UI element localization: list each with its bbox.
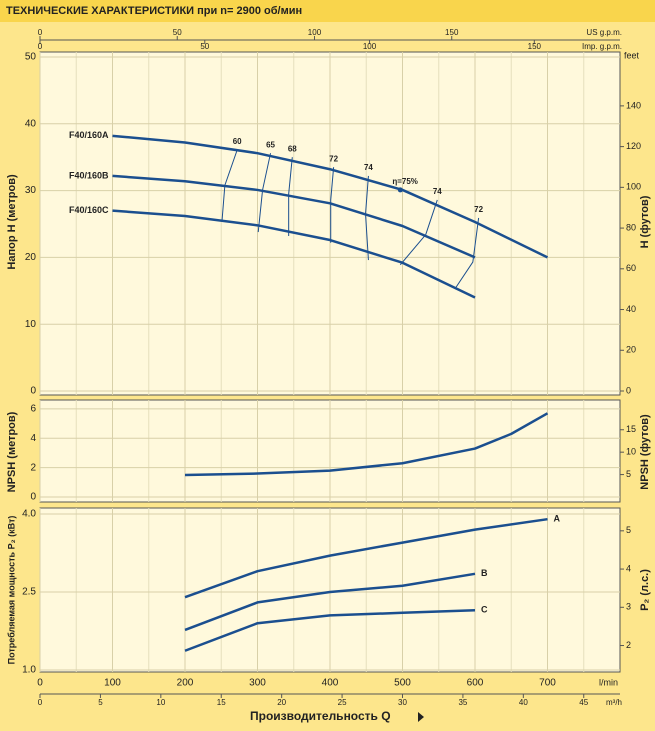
- x2-tick-label: 20: [277, 698, 286, 707]
- line: [184, 412, 549, 477]
- y-tick-label: 10: [25, 319, 37, 330]
- y2-tick-label: 40: [626, 304, 636, 314]
- x-tick-label: 600: [467, 678, 484, 689]
- y-axis-title: Потребляемая мощность P₂ (кВт): [6, 516, 16, 665]
- y-tick-label: 1.0: [22, 665, 36, 676]
- y-axis-title: NPSH (метров): [6, 411, 18, 492]
- line: [184, 517, 548, 599]
- efficiency-label: 72: [329, 154, 338, 163]
- x2-unit: Imp. g.p.m.: [582, 42, 622, 51]
- efficiency-curve: [455, 217, 480, 289]
- efficiency-label: 74: [364, 163, 373, 172]
- x-tick-label: 300: [249, 678, 266, 689]
- y2-tick-label: 5: [626, 525, 631, 535]
- x-tick-label: 500: [394, 678, 411, 689]
- chart-title: ТЕХНИЧЕСКИЕ ХАРАКТЕРИСТИКИ при n= 2900 о…: [6, 5, 302, 17]
- efficiency-curve: [330, 167, 335, 243]
- y2-tick-label: 3: [626, 602, 631, 612]
- x2-tick-label: 45: [579, 698, 588, 707]
- line: [112, 134, 549, 259]
- x2-unit: US g.p.m.: [586, 28, 622, 37]
- y-tick-label: 0: [30, 492, 36, 503]
- x2-tick-label: 150: [528, 42, 542, 51]
- y2-axis-title: P₂ (л.с.): [639, 569, 651, 611]
- y2-tick-label: 2: [626, 640, 631, 650]
- y2-tick-label: 5: [626, 469, 631, 479]
- y-tick-label: 6: [30, 404, 36, 415]
- y-tick-label: 30: [25, 185, 37, 196]
- x2-tick-label: 0: [38, 42, 43, 51]
- y2-tick-label: 10: [626, 447, 636, 457]
- x2-tick-label: 150: [445, 28, 459, 37]
- efficiency-label: 68: [288, 144, 297, 153]
- line: [184, 608, 476, 652]
- y2-tick-label: 120: [626, 141, 641, 151]
- x2-tick-label: 100: [308, 28, 322, 37]
- y2-tick-label: 80: [626, 222, 636, 232]
- y-tick-label: 20: [25, 252, 37, 263]
- efficiency-curve: [288, 157, 293, 237]
- efficiency-label: η=75%: [392, 177, 418, 186]
- x-tick-label: 400: [322, 678, 339, 689]
- arrow: [418, 712, 424, 722]
- series-label: F40/160C: [69, 205, 109, 215]
- y2-tick-label: 0: [626, 385, 631, 395]
- efficiency-curve: [399, 199, 438, 266]
- series-label: F40/160A: [69, 130, 109, 140]
- line: [112, 174, 476, 259]
- series-label: B: [481, 568, 488, 578]
- series-label: F40/160B: [69, 170, 109, 180]
- series-label: C: [481, 605, 488, 615]
- y2-tick-label: 15: [626, 424, 636, 434]
- y2-axis-title: H (футов): [639, 195, 651, 248]
- y2-tick-label: 100: [626, 182, 641, 192]
- x2-tick-label: 10: [156, 698, 165, 707]
- y2-tick-label: 4: [626, 563, 631, 573]
- y-tick-label: 40: [25, 118, 37, 129]
- x2-tick-label: 100: [363, 42, 377, 51]
- y2-unit: feet: [624, 50, 640, 60]
- x2-tick-label: 0: [38, 28, 43, 37]
- x2-tick-label: 15: [217, 698, 226, 707]
- x2-tick-label: 40: [519, 698, 528, 707]
- x2-tick-label: 50: [200, 42, 209, 51]
- y2-tick-label: 140: [626, 100, 641, 110]
- x-tick-label: 700: [539, 678, 556, 689]
- y-axis-title: Напор H (метров): [6, 174, 18, 270]
- y-tick-label: 0: [30, 386, 36, 397]
- x2-tick-label: 0: [38, 698, 43, 707]
- x-tick-label: 100: [104, 678, 121, 689]
- line: [112, 209, 476, 299]
- efficiency-label: 60: [233, 137, 242, 146]
- efficiency-label: 72: [474, 205, 483, 214]
- x2-tick-label: 5: [98, 698, 103, 707]
- line: [184, 572, 476, 632]
- y2-axis-title: NPSH (футов): [639, 414, 651, 490]
- efficiency-label: 74: [433, 187, 442, 196]
- y-tick-label: 50: [25, 52, 37, 63]
- y-tick-label: 2.5: [22, 587, 36, 598]
- x2-tick-label: 25: [338, 698, 347, 707]
- y2-tick-label: 20: [626, 345, 636, 355]
- y-tick-label: 2: [30, 462, 36, 473]
- x-tick-label: 200: [177, 678, 194, 689]
- x2-tick-label: 30: [398, 698, 407, 707]
- x2-tick-label: 35: [458, 698, 467, 707]
- efficiency-label: 65: [266, 140, 275, 149]
- series-label: A: [554, 514, 561, 524]
- x2-tick-label: 50: [173, 28, 182, 37]
- x2-unit: m³/h: [606, 698, 622, 707]
- title-bar: [0, 0, 655, 22]
- y-tick-label: 4.0: [22, 509, 36, 520]
- x-tick-label: 0: [37, 678, 43, 689]
- x-axis-title: Производительность Q: [250, 709, 391, 723]
- y2-tick-label: 60: [626, 263, 636, 273]
- y-tick-label: 4: [30, 433, 36, 444]
- x-unit: l/min: [599, 677, 618, 687]
